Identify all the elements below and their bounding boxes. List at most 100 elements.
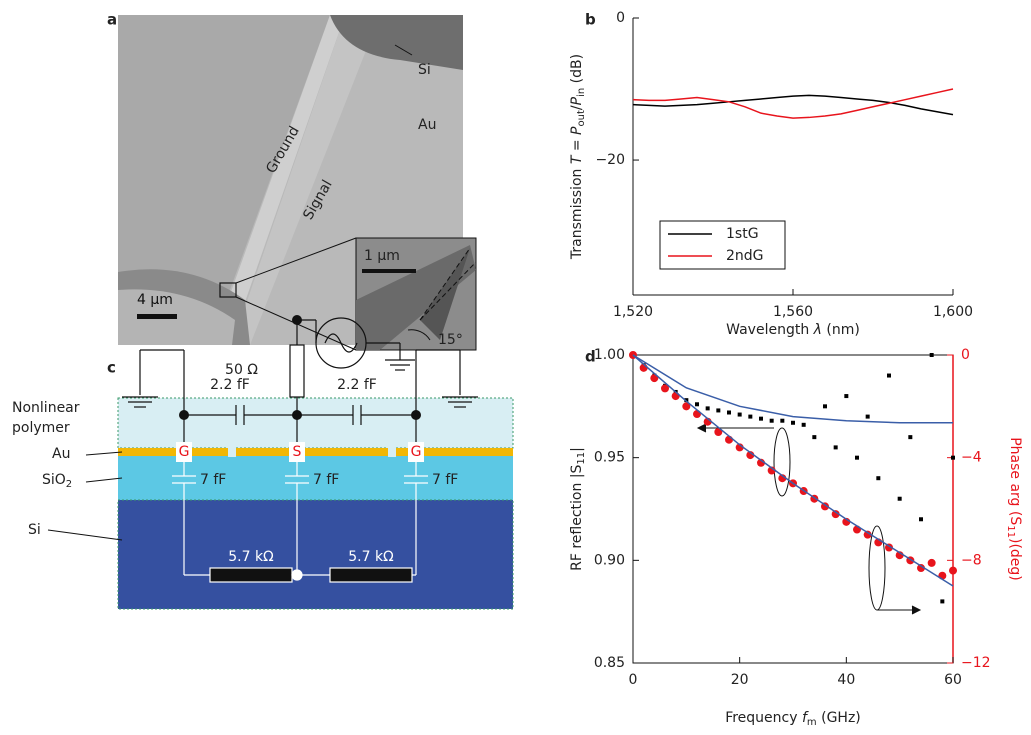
data-point xyxy=(801,422,806,427)
layer-stack xyxy=(117,397,514,610)
text: Frequency xyxy=(725,710,802,726)
data-point xyxy=(671,392,680,401)
x-tick-label: 1,520 xyxy=(613,304,653,320)
data-point xyxy=(812,435,817,440)
text: T xyxy=(569,154,585,164)
data-point xyxy=(661,384,669,393)
resistor-label: 5.7 kΩ xyxy=(348,549,394,565)
resistor-label: 50 Ω xyxy=(225,362,258,378)
scale-label: 1 μm xyxy=(364,248,400,264)
data-point xyxy=(887,373,891,378)
data-point xyxy=(737,412,742,417)
data-point xyxy=(695,402,699,407)
data-point xyxy=(949,566,957,575)
text: P xyxy=(569,126,585,135)
series-line xyxy=(632,88,954,119)
subscript: 2 xyxy=(66,479,72,490)
electrode-label: S xyxy=(293,444,302,460)
layer-label: Au xyxy=(52,446,70,462)
text: λ xyxy=(813,322,822,338)
angle-label: 15° xyxy=(438,332,463,348)
series-line xyxy=(632,94,954,116)
y-tick-label: 0.90 xyxy=(594,552,625,568)
series-line xyxy=(632,354,954,587)
y2-tick-label: 0 xyxy=(961,347,970,363)
data-point xyxy=(748,414,753,419)
x-tick-label: 40 xyxy=(837,672,855,688)
y-tick-label: 0.95 xyxy=(594,450,625,466)
capacitor-label: 7 fF xyxy=(313,472,339,488)
legend-label: 1stG xyxy=(726,226,759,242)
text: 11 xyxy=(576,452,587,465)
leader-lines xyxy=(47,451,123,541)
y-tick-label: 0 xyxy=(616,10,625,26)
text: (GHz) xyxy=(817,710,861,726)
y2-tick-label: −8 xyxy=(961,552,982,568)
text: / xyxy=(569,105,585,110)
text: = xyxy=(569,135,585,156)
plot-frame xyxy=(632,354,954,664)
y-tick-label: −20 xyxy=(595,152,625,168)
scale-label: 4 μm xyxy=(137,292,173,308)
capacitor-label: 7 fF xyxy=(200,472,226,488)
legend-label: 2ndG xyxy=(726,248,764,264)
text: m xyxy=(807,717,817,728)
y2-tick-label: −12 xyxy=(961,655,991,671)
data-point xyxy=(791,420,795,425)
electrode-label: G xyxy=(411,444,422,460)
data-point xyxy=(865,414,870,419)
capacitor-label: 2.2 fF xyxy=(337,377,377,393)
text: f xyxy=(802,710,809,726)
x-tick-label: 20 xyxy=(731,672,749,688)
data-point xyxy=(940,599,945,604)
label-au: Au xyxy=(418,117,436,133)
text: RF reflection |S xyxy=(569,464,585,570)
x-tick-label: 1,560 xyxy=(773,304,813,320)
text: in xyxy=(576,88,587,97)
annotation-arrows xyxy=(696,423,922,615)
data-point xyxy=(855,455,859,460)
sem-image xyxy=(118,15,477,351)
data-point xyxy=(833,445,838,450)
y-axis-label: RF reflection |S11| xyxy=(569,447,587,571)
layer-label: Si xyxy=(28,522,41,538)
capacitor-label: 2.2 fF xyxy=(210,377,250,393)
data-point xyxy=(917,564,925,573)
text: P xyxy=(569,96,585,105)
nodes xyxy=(179,315,421,420)
x-tick-label: 60 xyxy=(944,672,962,688)
resistor-label: 5.7 kΩ xyxy=(228,549,274,565)
data-point xyxy=(951,455,955,460)
data-point xyxy=(831,510,840,519)
data-point xyxy=(863,530,872,539)
data-point xyxy=(823,404,827,409)
y2-tick-label: −4 xyxy=(961,450,982,466)
x-axis-label: Frequency fm (GHz) xyxy=(725,710,861,728)
capacitor-label: 7 fF xyxy=(432,472,458,488)
circuit xyxy=(122,317,478,445)
data-point xyxy=(897,496,902,501)
legend-box xyxy=(659,220,786,270)
text: out xyxy=(576,110,587,126)
data-point xyxy=(693,410,701,419)
text: )(deg) xyxy=(1007,538,1023,581)
data-point xyxy=(908,435,913,440)
data-point xyxy=(759,416,763,421)
text: Wavelength xyxy=(726,322,814,338)
data-point xyxy=(716,408,721,413)
text: Phase arg (S xyxy=(1007,437,1023,525)
data-point xyxy=(844,394,849,399)
panel-label: a xyxy=(107,11,117,29)
y-axis-label: Transmission T = Pout/Pin (dB) xyxy=(569,54,587,260)
layer-label: SiO2 xyxy=(42,472,72,490)
y2-axis-label: Phase arg (S11)(deg) xyxy=(1005,437,1023,581)
substrate-circuit xyxy=(172,460,428,583)
data-point xyxy=(714,428,723,436)
panel-label: b xyxy=(585,11,596,29)
text: Transmission xyxy=(569,164,585,260)
x-tick-label: 0 xyxy=(629,672,638,688)
electrode-boxes xyxy=(176,442,424,462)
data-point xyxy=(780,418,785,423)
layer-label: Nonlinear xyxy=(12,400,80,416)
